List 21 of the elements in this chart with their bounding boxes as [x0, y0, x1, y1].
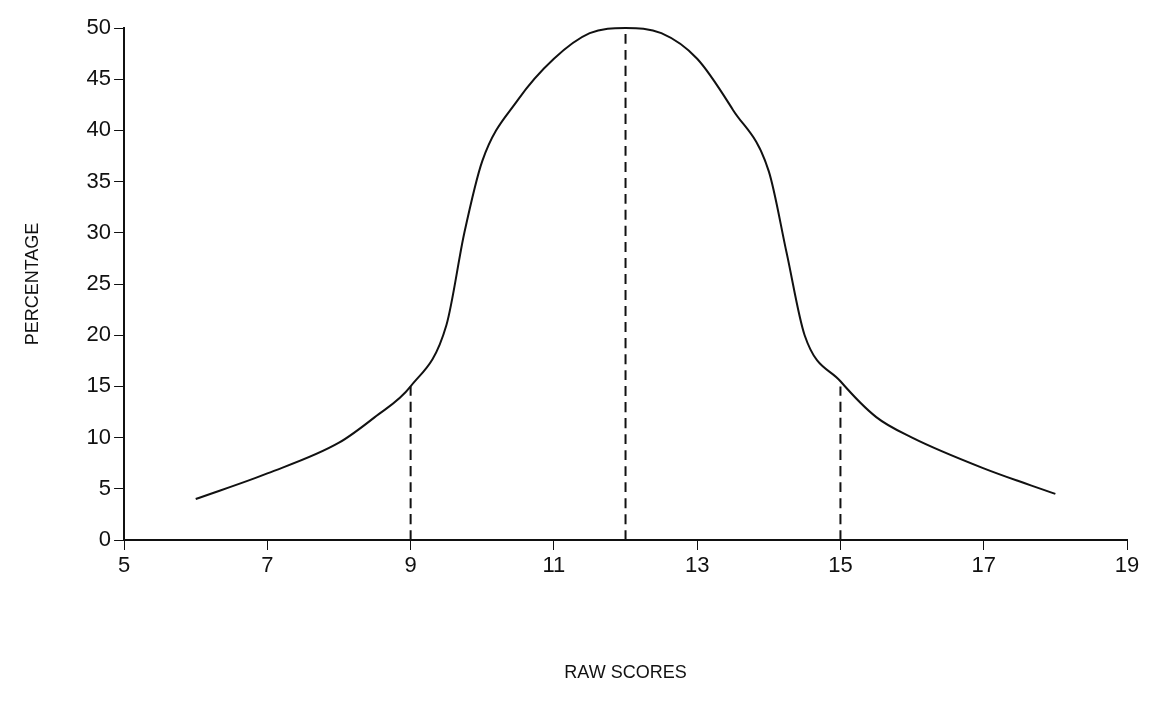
y-tick-label: 45: [86, 65, 112, 91]
y-tick-label: 15: [86, 372, 112, 398]
x-tick-label: 7: [261, 552, 274, 578]
x-tick-label: 15: [828, 552, 853, 578]
x-tick-label: 9: [404, 552, 417, 578]
x-tick-label: 11: [542, 552, 566, 578]
y-tick-label: 50: [86, 14, 112, 40]
y-tick-label: 0: [98, 526, 112, 552]
x-tick-label: 19: [1114, 552, 1140, 578]
y-tick-label: 25: [86, 270, 112, 296]
y-tick-label: 35: [86, 167, 112, 193]
y-tick-label: 30: [86, 218, 112, 244]
y-tick-label: 5: [98, 474, 112, 500]
y-axis-title: PERCENTAGE: [21, 222, 42, 346]
y-tick-label: 10: [86, 423, 112, 449]
x-tick-label: 5: [117, 552, 131, 578]
x-axis-title: RAW SCORES: [564, 662, 687, 683]
y-tick-label: 40: [86, 116, 112, 142]
x-tick-label: 17: [971, 552, 996, 578]
y-tick-label: 20: [86, 321, 112, 347]
x-tick-label: 13: [684, 552, 710, 578]
